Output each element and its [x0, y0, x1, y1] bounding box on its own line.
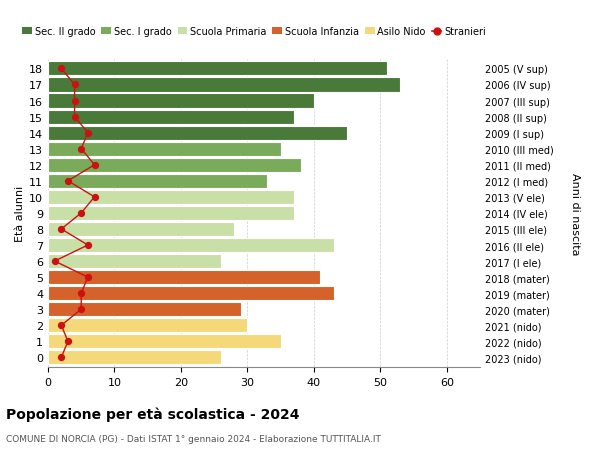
Point — [70, 98, 79, 105]
Bar — [48, 110, 294, 124]
Point — [56, 226, 66, 233]
Point — [76, 210, 86, 217]
Y-axis label: Età alunni: Età alunni — [15, 185, 25, 241]
Bar — [48, 174, 268, 189]
Bar — [48, 302, 241, 317]
Bar — [48, 319, 247, 333]
Point — [56, 354, 66, 361]
Point — [70, 82, 79, 89]
Point — [76, 146, 86, 153]
Point — [90, 162, 100, 169]
Bar — [48, 78, 400, 92]
Bar — [48, 238, 334, 252]
Bar — [48, 158, 301, 173]
Bar — [48, 190, 294, 204]
Point — [56, 322, 66, 329]
Bar — [48, 254, 221, 269]
Point — [56, 66, 66, 73]
Legend: Sec. II grado, Sec. I grado, Scuola Primaria, Scuola Infanzia, Asilo Nido, Stran: Sec. II grado, Sec. I grado, Scuola Prim… — [19, 23, 490, 41]
Bar — [48, 142, 281, 157]
Bar — [48, 286, 334, 301]
Point — [76, 290, 86, 297]
Point — [63, 178, 73, 185]
Bar — [48, 335, 281, 349]
Text: Popolazione per età scolastica - 2024: Popolazione per età scolastica - 2024 — [6, 406, 299, 421]
Point — [83, 274, 92, 281]
Point — [90, 194, 100, 201]
Text: COMUNE DI NORCIA (PG) - Dati ISTAT 1° gennaio 2024 - Elaborazione TUTTITALIA.IT: COMUNE DI NORCIA (PG) - Dati ISTAT 1° ge… — [6, 434, 381, 443]
Bar — [48, 270, 320, 285]
Point — [50, 258, 59, 265]
Point — [70, 114, 79, 121]
Bar — [48, 62, 387, 76]
Point — [83, 130, 92, 137]
Y-axis label: Anni di nascita: Anni di nascita — [570, 172, 580, 255]
Point — [76, 306, 86, 313]
Bar — [48, 207, 294, 220]
Point — [63, 338, 73, 345]
Bar — [48, 94, 314, 108]
Bar — [48, 351, 221, 364]
Bar — [48, 223, 234, 236]
Bar — [48, 126, 347, 140]
Point — [83, 242, 92, 249]
